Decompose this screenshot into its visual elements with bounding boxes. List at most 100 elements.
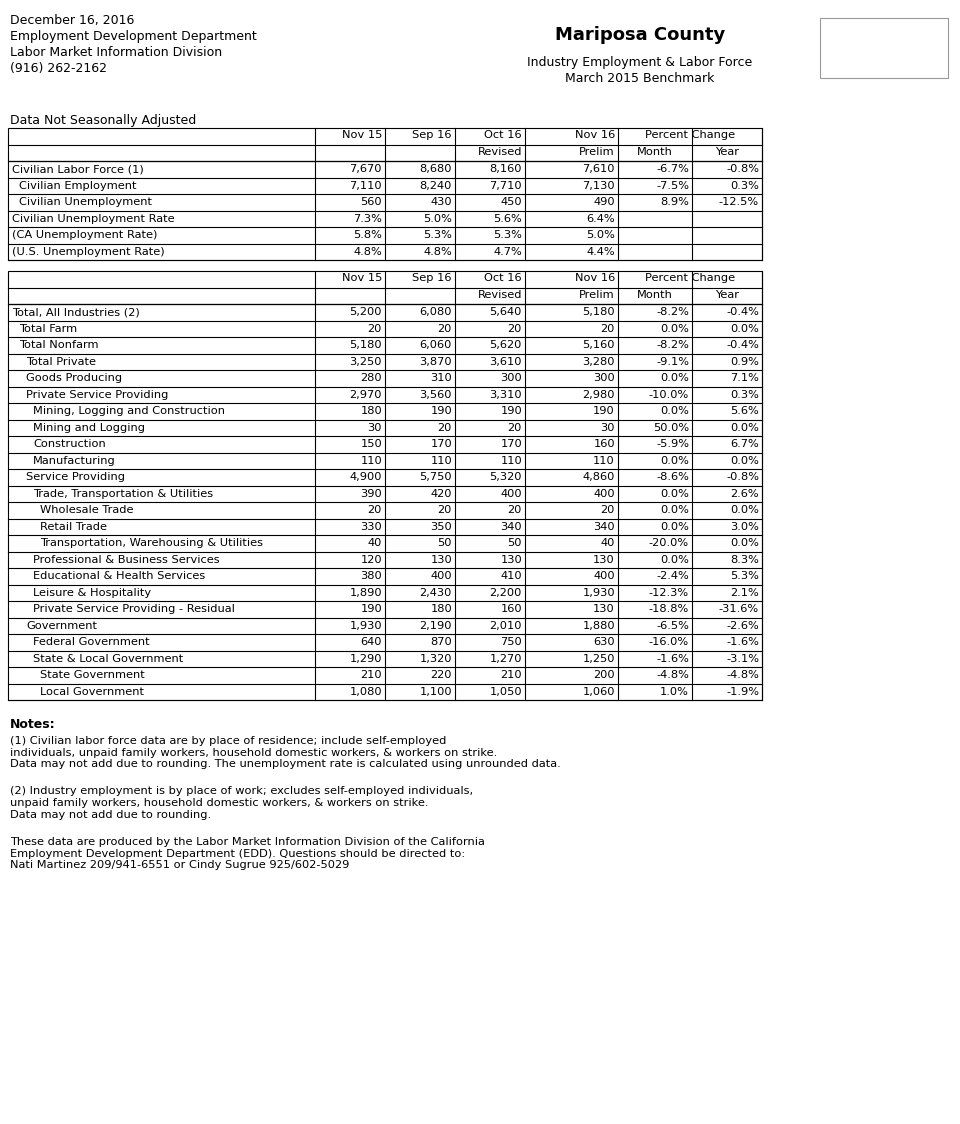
Text: 2.6%: 2.6%: [731, 489, 759, 499]
Text: Government: Government: [26, 620, 97, 631]
Text: Nov 16: Nov 16: [575, 273, 615, 283]
Text: 8,240: 8,240: [420, 181, 452, 191]
Text: Month: Month: [637, 147, 673, 157]
Text: 640: 640: [361, 637, 382, 647]
Text: Notes:: Notes:: [10, 718, 56, 731]
Text: -2.6%: -2.6%: [727, 620, 759, 631]
Text: 5.6%: 5.6%: [731, 406, 759, 416]
Text: 0.3%: 0.3%: [731, 390, 759, 400]
Text: 5.8%: 5.8%: [353, 230, 382, 241]
Text: 2,010: 2,010: [490, 620, 522, 631]
Text: Educational & Health Services: Educational & Health Services: [33, 571, 205, 581]
Text: 7,610: 7,610: [583, 164, 615, 174]
Bar: [8, 303, 762, 700]
Text: 20: 20: [601, 324, 615, 334]
Text: 180: 180: [430, 605, 452, 614]
Text: 160: 160: [593, 439, 615, 450]
Text: 3,560: 3,560: [420, 390, 452, 400]
Text: 1,250: 1,250: [583, 654, 615, 664]
Text: 1,050: 1,050: [490, 687, 522, 697]
Text: Month: Month: [637, 290, 673, 300]
Text: -2.4%: -2.4%: [657, 571, 689, 581]
Text: 3,870: 3,870: [420, 356, 452, 366]
Text: 190: 190: [593, 406, 615, 416]
Text: 3,280: 3,280: [583, 356, 615, 366]
Text: -20.0%: -20.0%: [649, 538, 689, 549]
Text: 3,310: 3,310: [490, 390, 522, 400]
Text: 1,270: 1,270: [490, 654, 522, 664]
Text: Percent Change: Percent Change: [645, 130, 735, 140]
Text: Nov 15: Nov 15: [342, 130, 382, 140]
Text: 0.0%: 0.0%: [731, 324, 759, 334]
Text: Professional & Business Services: Professional & Business Services: [33, 555, 220, 564]
Text: 7,710: 7,710: [490, 181, 522, 191]
Text: -8.2%: -8.2%: [656, 307, 689, 317]
Text: 2,430: 2,430: [420, 588, 452, 598]
Text: 300: 300: [593, 373, 615, 383]
Text: -9.1%: -9.1%: [656, 356, 689, 366]
Text: -18.8%: -18.8%: [649, 605, 689, 614]
Text: 2,200: 2,200: [490, 588, 522, 598]
Text: 5.0%: 5.0%: [423, 214, 452, 224]
Text: 6,080: 6,080: [420, 307, 452, 317]
Text: 190: 190: [500, 406, 522, 416]
Text: 490: 490: [593, 197, 615, 207]
Text: 20: 20: [438, 423, 452, 433]
Text: 3.0%: 3.0%: [731, 522, 759, 532]
Text: 50.0%: 50.0%: [653, 423, 689, 433]
Text: 150: 150: [360, 439, 382, 450]
Text: 6.4%: 6.4%: [587, 214, 615, 224]
Text: 220: 220: [430, 670, 452, 680]
Text: Prelim: Prelim: [580, 147, 615, 157]
Text: Sep 16: Sep 16: [413, 130, 452, 140]
Text: 420: 420: [430, 489, 452, 499]
Text: 130: 130: [500, 555, 522, 564]
Text: 1,290: 1,290: [349, 654, 382, 664]
Text: 2,190: 2,190: [420, 620, 452, 631]
Text: Local Government: Local Government: [40, 687, 144, 697]
Text: 5.3%: 5.3%: [423, 230, 452, 241]
Text: 7,670: 7,670: [349, 164, 382, 174]
Text: 5,180: 5,180: [583, 307, 615, 317]
Text: -3.1%: -3.1%: [726, 654, 759, 664]
Text: 0.0%: 0.0%: [731, 506, 759, 515]
Text: 20: 20: [438, 324, 452, 334]
Text: -0.8%: -0.8%: [726, 164, 759, 174]
Text: 20: 20: [368, 324, 382, 334]
Text: 20: 20: [508, 324, 522, 334]
Text: 5,620: 5,620: [490, 341, 522, 351]
Text: Oct 16: Oct 16: [485, 130, 522, 140]
Bar: [8, 128, 762, 161]
Text: Civilian Unemployment Rate: Civilian Unemployment Rate: [12, 214, 175, 224]
Text: 190: 190: [430, 406, 452, 416]
Text: Construction: Construction: [33, 439, 106, 450]
Text: 4.8%: 4.8%: [353, 247, 382, 256]
Text: 5,200: 5,200: [349, 307, 382, 317]
Text: 110: 110: [593, 455, 615, 465]
Text: 1,930: 1,930: [583, 588, 615, 598]
Text: 330: 330: [360, 522, 382, 532]
Text: 6,060: 6,060: [420, 341, 452, 351]
Text: Mining and Logging: Mining and Logging: [33, 423, 145, 433]
Text: 190: 190: [360, 605, 382, 614]
Text: -1.6%: -1.6%: [726, 637, 759, 647]
Text: Nov 16: Nov 16: [575, 130, 615, 140]
Text: 40: 40: [601, 538, 615, 549]
Text: 3,610: 3,610: [490, 356, 522, 366]
Text: -5.9%: -5.9%: [656, 439, 689, 450]
Text: Year: Year: [715, 147, 739, 157]
Text: 0.0%: 0.0%: [660, 506, 689, 515]
Text: 5,750: 5,750: [420, 472, 452, 482]
Text: 430: 430: [430, 197, 452, 207]
Text: -10.0%: -10.0%: [649, 390, 689, 400]
Text: Labor Market Information Division: Labor Market Information Division: [10, 46, 222, 58]
Text: -8.2%: -8.2%: [656, 341, 689, 351]
Text: Total, All Industries (2): Total, All Industries (2): [12, 307, 140, 317]
Text: 50: 50: [438, 538, 452, 549]
Text: 4,900: 4,900: [349, 472, 382, 482]
Text: -0.4%: -0.4%: [726, 307, 759, 317]
Text: 5,320: 5,320: [490, 472, 522, 482]
Text: Percent Change: Percent Change: [645, 273, 735, 283]
Text: 210: 210: [360, 670, 382, 680]
Text: 1,100: 1,100: [420, 687, 452, 697]
